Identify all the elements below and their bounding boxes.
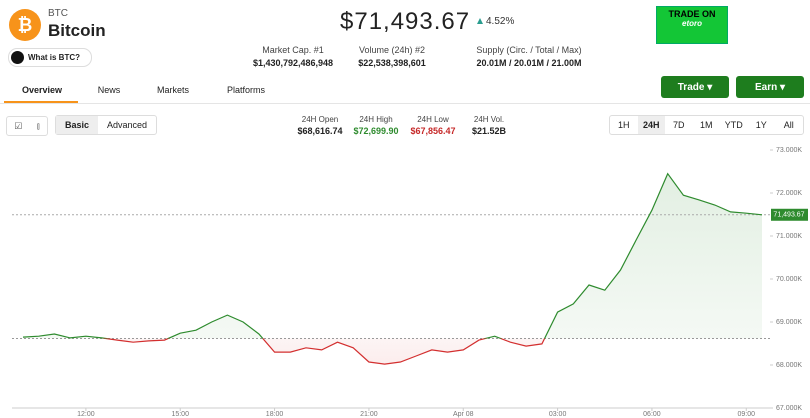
y-tick-label: 72.000K <box>776 190 802 197</box>
tab[interactable]: News <box>97 85 121 95</box>
tab[interactable]: Markets <box>156 85 189 95</box>
day-stat-value: $72,699.90 <box>353 126 399 136</box>
symbol: BTC <box>48 8 68 19</box>
y-tick-label: 73.000K <box>776 147 802 154</box>
range-button[interactable]: All <box>783 120 794 130</box>
last-price-label: 71,493.67 <box>773 212 804 219</box>
range-button[interactable]: 7D <box>672 120 685 130</box>
mode-button[interactable]: Advanced <box>107 120 148 130</box>
mode-button[interactable]: Basic <box>56 116 99 134</box>
range-button[interactable]: 1M <box>699 120 713 130</box>
range-toggle: 1H 24H 7D 1M YTD 1Y All <box>609 115 804 135</box>
range-button[interactable]: 24H <box>637 116 665 134</box>
stat-value: $1,430,792,486,948 <box>252 58 334 68</box>
x-tick-label: Apr 08 <box>453 411 474 418</box>
what-is-text: What is BTC? <box>28 53 80 62</box>
tab[interactable]: Platforms <box>226 85 265 95</box>
trade-button[interactable]: Trade ▾ <box>661 76 729 98</box>
day-stat-value: $68,616.74 <box>297 126 343 136</box>
area <box>23 173 762 365</box>
x-tick-label: 12:00 <box>77 411 95 418</box>
stat-label: Market Cap. #1 <box>262 45 324 55</box>
day-stat-value: $21.52B <box>471 126 507 136</box>
y-tick-label: 68.000K <box>776 362 802 369</box>
what-is-button[interactable]: What is BTC? <box>8 48 92 67</box>
coin-name: Bitcoin <box>48 21 106 40</box>
y-tick-label: 70.000K <box>776 276 802 283</box>
x-tick-label: 18:00 <box>266 411 284 418</box>
y-tick-label: 71.000K <box>776 233 802 240</box>
earn-button[interactable]: Earn ▾ <box>736 76 804 98</box>
btc-logo: ₿ <box>9 9 41 41</box>
y-tick-label: 67.000K <box>776 405 802 412</box>
x-tick-label: 15:00 <box>171 411 189 418</box>
stat-label: Supply (Circ. / Total / Max) <box>476 45 582 55</box>
change: 4.52% <box>486 16 515 27</box>
svg-text:₿: ₿ <box>18 15 33 35</box>
trade-text: Trade <box>677 81 705 93</box>
day-stat-value: $67,856.47 <box>410 126 456 136</box>
ad-title: TRADE ON <box>668 9 716 19</box>
day-stat-label: 24H Vol. <box>473 115 505 124</box>
last-price-box <box>771 208 808 221</box>
stat-label: Volume (24h) #2 <box>358 45 426 55</box>
tab[interactable]: Overview <box>21 85 63 95</box>
range-button[interactable]: 1H <box>617 120 630 130</box>
x-tick-label: 03:00 <box>549 411 567 418</box>
tab-divider <box>0 103 810 104</box>
stat-value: 20.01M / 20.01M / 21.00M <box>476 58 582 68</box>
price: $71,493.67 <box>340 8 471 35</box>
day-stat-label: 24H Open <box>301 115 339 124</box>
day-stat-label: 24H Low <box>417 115 449 124</box>
y-tick-label: 69.000K <box>776 319 802 326</box>
range-button[interactable]: YTD <box>724 120 743 130</box>
price-line <box>22 172 763 365</box>
x-tick-label: 06:00 <box>643 411 661 418</box>
stat-value: $22,538,398,601 <box>358 58 426 68</box>
chart-type-toggle[interactable]: ☑ ⫾ <box>6 116 48 136</box>
x-tick-label: 09:00 <box>738 411 756 418</box>
tab-underline <box>4 101 78 103</box>
x-tick-label: 21:00 <box>360 411 378 418</box>
day-stat-label: 24H High <box>359 115 393 124</box>
mode-toggle: Basic Advanced <box>55 115 158 135</box>
ad-brand: etoro <box>682 19 702 28</box>
ad[interactable]: TRADE ON etoro <box>656 6 728 44</box>
up-arrow <box>477 18 483 24</box>
earn-text: Earn <box>754 81 778 93</box>
range-button[interactable]: 1Y <box>755 120 767 130</box>
